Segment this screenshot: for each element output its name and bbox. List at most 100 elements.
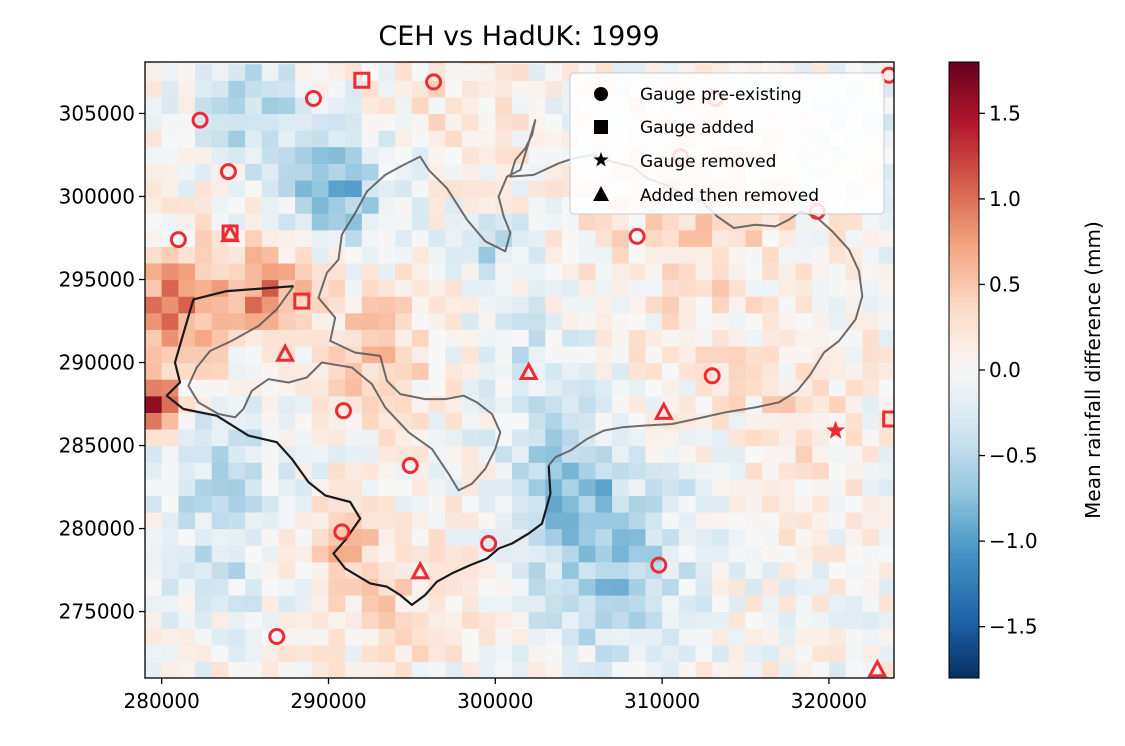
heatmap-cell: [578, 561, 597, 579]
heatmap-cell: [445, 379, 463, 397]
heatmap-cell: [295, 229, 313, 247]
heatmap-cell: [528, 495, 546, 513]
heatmap-cell: [878, 545, 894, 563]
heatmap-cell: [295, 80, 313, 98]
heatmap-cell: [662, 329, 680, 347]
heatmap-cell: [795, 462, 813, 480]
heatmap-cell: [245, 528, 263, 546]
heatmap-cell: [712, 312, 730, 330]
heatmap-cell: [245, 62, 263, 65]
heatmap-cell: [411, 545, 430, 563]
heatmap-cell: [378, 644, 396, 662]
heatmap-cell: [311, 179, 330, 198]
heatmap-cell: [795, 262, 813, 281]
heatmap-cell: [411, 578, 430, 596]
heatmap-cell: [245, 611, 263, 629]
heatmap-cell: [195, 213, 213, 231]
heatmap-cell: [762, 379, 780, 397]
heatmap-cell: [428, 262, 446, 281]
heatmap-cell: [361, 511, 380, 530]
heatmap-cell: [745, 578, 763, 596]
heatmap-cell: [545, 628, 563, 646]
heatmap-cell: [511, 611, 530, 629]
x-tick-label: 280000: [124, 689, 200, 713]
heatmap-cell: [361, 578, 380, 596]
heatmap-cell: [161, 661, 179, 678]
heatmap-cell: [411, 196, 430, 214]
heatmap-cell: [495, 644, 513, 662]
heatmap-cell: [395, 362, 413, 380]
heatmap-cell: [778, 661, 797, 678]
heatmap-cell: [662, 229, 680, 247]
heatmap-cell: [812, 229, 830, 247]
heatmap-cell: [812, 644, 830, 662]
heatmap-cell: [662, 628, 680, 646]
y-tick-label: 295000: [59, 268, 135, 292]
heatmap-cell: [145, 279, 163, 297]
heatmap-cell: [812, 594, 830, 613]
heatmap-cell: [461, 146, 480, 164]
heatmap-cell: [728, 345, 747, 364]
heatmap-cell: [195, 279, 213, 297]
heatmap-cell: [545, 246, 563, 264]
heatmap-cell: [411, 362, 430, 380]
heatmap-cell: [762, 545, 780, 563]
heatmap-cell: [562, 561, 580, 579]
heatmap-cell: [378, 462, 396, 480]
heatmap-cell: [511, 628, 530, 646]
heatmap-cell: [795, 246, 813, 264]
heatmap-cell: [678, 661, 697, 678]
heatmap-cell: [745, 661, 763, 678]
heatmap-cell: [461, 62, 480, 65]
heatmap-cell: [361, 296, 380, 314]
heatmap-cell: [211, 296, 230, 314]
heatmap-cell: [361, 163, 380, 181]
heatmap-cell: [778, 462, 797, 480]
heatmap-cell: [545, 395, 563, 413]
heatmap-cell: [295, 163, 313, 181]
heatmap-cell: [461, 329, 480, 347]
heatmap-cell: [228, 379, 246, 397]
heatmap-cell: [261, 163, 280, 181]
heatmap-cell: [395, 63, 413, 81]
heatmap-cell: [695, 62, 713, 65]
heatmap-cell: [228, 428, 246, 447]
heatmap-cell: [645, 628, 663, 646]
heatmap-cell: [862, 262, 880, 281]
heatmap-cell: [778, 296, 797, 314]
heatmap-cell: [778, 644, 797, 662]
heatmap-cell: [411, 478, 430, 496]
heatmap-cell: [778, 279, 797, 297]
gauge-square: [882, 410, 894, 428]
heatmap-cell: [328, 362, 346, 380]
heatmap-cell: [678, 312, 697, 330]
heatmap-cell: [161, 179, 179, 198]
heatmap-cell: [145, 528, 163, 546]
heatmap-cell: [828, 329, 847, 347]
heatmap-cell: [862, 644, 880, 662]
heatmap-cell: [712, 213, 730, 231]
gauge-circle: [335, 402, 353, 420]
heatmap-cell: [695, 644, 713, 662]
heatmap-cell: [478, 96, 496, 115]
heatmap-cell: [612, 213, 630, 231]
heatmap-cell: [712, 561, 730, 579]
heatmap-cell: [178, 362, 196, 380]
heatmap-cell: [395, 179, 413, 198]
heatmap-cell: [145, 412, 163, 430]
heatmap-cell: [862, 213, 880, 231]
heatmap-cell: [645, 428, 663, 447]
heatmap-cell: [545, 62, 563, 65]
heatmap-cell: [211, 611, 230, 629]
heatmap-cell: [161, 611, 179, 629]
heatmap-cell: [478, 661, 496, 678]
heatmap-cell: [295, 130, 313, 148]
heatmap-cell: [411, 246, 430, 264]
heatmap-cell: [211, 661, 230, 678]
heatmap-cell: [662, 296, 680, 314]
heatmap-cell: [428, 329, 446, 347]
heatmap-cell: [345, 545, 363, 563]
heatmap-cell: [795, 528, 813, 546]
heatmap-cell: [345, 362, 363, 380]
heatmap-cell: [428, 379, 446, 397]
